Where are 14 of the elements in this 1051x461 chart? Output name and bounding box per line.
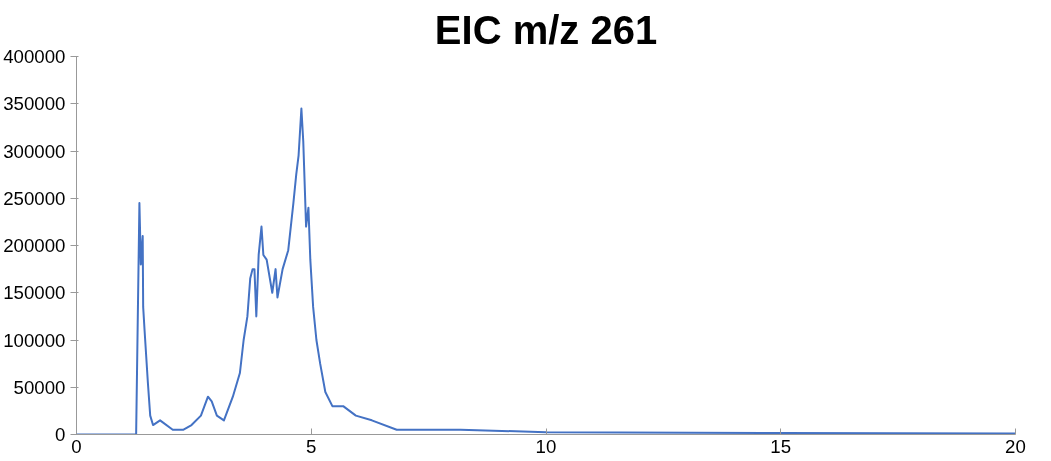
x-tick-label: 5	[306, 435, 317, 457]
y-tick-label: 100000	[3, 329, 66, 351]
y-tick-label: 250000	[3, 187, 66, 209]
y-tick-label: 50000	[13, 376, 66, 398]
x-tick-label: 0	[71, 435, 82, 457]
x-tick-label: 10	[535, 435, 557, 457]
y-tick-label: 200000	[3, 235, 66, 256]
x-tick-label: 20	[1005, 435, 1026, 457]
y-tick-label: 400000	[3, 46, 66, 67]
chart-title: EIC m/z 261	[434, 7, 658, 52]
y-tick-label: 350000	[3, 93, 66, 115]
x-tick-label: 15	[770, 435, 792, 457]
y-tick-label: 150000	[3, 282, 66, 304]
y-tick-label: 300000	[3, 140, 66, 162]
